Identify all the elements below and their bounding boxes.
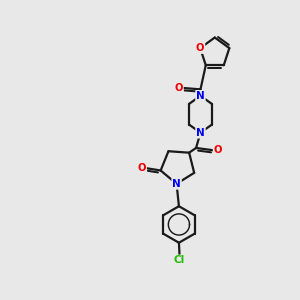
Text: O: O [196,43,205,53]
Text: O: O [214,145,222,155]
Text: O: O [138,163,146,173]
Text: N: N [196,91,205,101]
Text: N: N [172,179,181,189]
Text: O: O [174,83,183,93]
Text: Cl: Cl [174,255,185,266]
Text: N: N [196,128,205,138]
